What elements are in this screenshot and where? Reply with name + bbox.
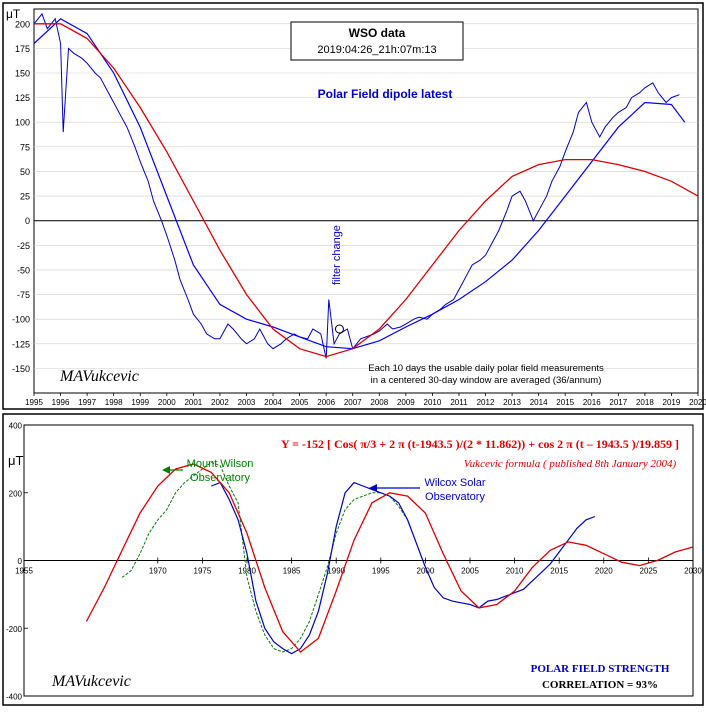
- bottom-y-tick-label: -200: [6, 625, 23, 634]
- bottom-x-ticks: 1955 1970 1975 1980 1985 1990 1995 2000 2005 2010…: [15, 557, 702, 576]
- bottom-y-tick-label: 400: [9, 422, 23, 431]
- filter-change-annotation: filter change: [331, 225, 343, 285]
- bottom-x-tick-label: 2010: [506, 567, 524, 576]
- top-series-label: Polar Field dipole latest: [318, 87, 453, 101]
- bottom-y-tick-label: 0: [18, 557, 23, 566]
- top-series-model: [34, 23, 699, 358]
- top-author-signature: MAVukcevic: [59, 368, 139, 385]
- bottom-x-tick-label: 2025: [640, 567, 658, 576]
- top-y-tick-label: 50: [20, 167, 30, 177]
- top-y-axis-label: μT: [6, 7, 21, 21]
- bottom-x-tick-label: 2030: [684, 567, 702, 576]
- bottom-x-tick-label: 1975: [194, 567, 212, 576]
- wilcox-arrowhead: [369, 484, 377, 492]
- top-x-tick-label: 2019: [663, 398, 681, 407]
- top-x-tick-label: 1995: [25, 398, 43, 407]
- top-x-tick-label: 2020: [689, 398, 706, 407]
- top-series-fit: [33, 18, 686, 350]
- title-box: [290, 21, 464, 61]
- top-x-tick-label: 2007: [344, 398, 362, 407]
- top-y-tick-label: 125: [15, 93, 30, 103]
- bottom-series-wilcox: [211, 481, 596, 655]
- bottom-author-signature: MAVukcevic: [51, 673, 131, 690]
- top-x-tick-label: 2012: [477, 398, 495, 407]
- top-x-tick-label: 2009: [397, 398, 415, 407]
- filter-change-marker: [334, 324, 344, 334]
- note-line-2: in a centered 30-day window are averaged…: [371, 375, 602, 386]
- top-x-tick-label: 1999: [131, 398, 149, 407]
- caption-polar-field: POLAR FIELD STRENGTH: [531, 663, 670, 675]
- bottom-x-tick-label: 2000: [417, 567, 435, 576]
- bottom-x-tick-label: 1970: [149, 567, 167, 576]
- top-x-tick-label: 2016: [583, 398, 601, 407]
- mount-wilson-label: Mount Wilson: [187, 458, 254, 470]
- top-panel: 200 175 150 125 100 75 50 25 0 -25 -50 -75 -100 -125 -…: [2, 2, 706, 410]
- bottom-y-tick-label: -400: [6, 693, 23, 702]
- bottom-series-mount-wilson: [121, 461, 426, 653]
- top-y-tick-label: -100: [12, 315, 30, 325]
- top-title: WSO data: [349, 26, 406, 40]
- formula-text: Y = -152 [ Cos( π/3 + 2 π (t-1943.5 )/(2…: [281, 437, 679, 451]
- top-y-tick-label: 25: [20, 192, 30, 202]
- top-x-tick-label: 2013: [503, 398, 521, 407]
- top-y-tick-label: -75: [17, 290, 30, 300]
- top-x-tick-label: 2008: [370, 398, 388, 407]
- top-x-tick-label: 2018: [636, 398, 654, 407]
- top-subtitle: 2019:04:26_21h:07m:13: [317, 44, 436, 56]
- top-x-tick-label: 2014: [530, 398, 548, 407]
- top-x-tick-label: 2004: [264, 398, 282, 407]
- top-y-tick-label: 0: [25, 216, 30, 226]
- top-x-tick-label: 2006: [317, 398, 335, 407]
- wilcox-label-2: Observatory: [425, 491, 485, 503]
- top-x-tick-label: 1996: [52, 398, 70, 407]
- formula-note: Vukcevic formula ( published 8th January…: [464, 458, 677, 470]
- bottom-x-tick-label: 1995: [372, 567, 390, 576]
- top-x-tick-label: 2010: [424, 398, 442, 407]
- bottom-x-tick-label: 2015: [550, 567, 568, 576]
- top-y-tick-label: 200: [15, 19, 30, 29]
- bottom-y-tick-label: 200: [9, 489, 23, 498]
- bottom-x-tick-label: 1980: [238, 567, 256, 576]
- top-y-tick-label: -50: [17, 265, 30, 275]
- top-x-tick-label: 2003: [238, 398, 256, 407]
- bottom-x-tick-label: 1955: [15, 567, 33, 576]
- top-x-tick-label: 2011: [450, 398, 468, 407]
- mount-wilson-arrowhead: [162, 466, 170, 474]
- top-y-ticks: 200 175 150 125 100 75 50 25 0 -25 -50 -75 -100 -125 -…: [12, 19, 30, 374]
- top-y-tick-label: 75: [20, 142, 30, 152]
- bottom-x-tick-label: 2020: [595, 567, 613, 576]
- top-series-measured: [33, 12, 680, 359]
- top-x-tick-label: 2002: [211, 398, 229, 407]
- top-y-tick-label: -25: [17, 241, 30, 251]
- top-x-tick-label: 2005: [291, 398, 309, 407]
- caption-correlation: CORRELATION = 93%: [542, 679, 658, 691]
- top-x-tick-label: 1997: [78, 398, 96, 407]
- wilcox-label: Wilcox Solar: [424, 477, 485, 489]
- top-x-tick-label: 2017: [609, 398, 627, 407]
- bottom-x-tick-label: 2005: [461, 567, 479, 576]
- top-y-tick-label: -150: [12, 364, 30, 374]
- top-x-tick-label: 1998: [105, 398, 123, 407]
- bottom-y-ticks: 400 200 0 -200 -400: [6, 422, 28, 702]
- top-y-tick-label: 150: [15, 69, 30, 79]
- bottom-y-axis-label: μT: [8, 453, 23, 468]
- top-plot-area: [33, 8, 699, 394]
- mount-wilson-label-2: Observatory: [190, 472, 250, 484]
- top-y-tick-label: 100: [15, 118, 30, 128]
- bottom-x-tick-label: 1985: [283, 567, 301, 576]
- top-x-ticks: 1995 1996 1997 1998 1999 2000 2001 2002 2003 2004…: [25, 393, 706, 407]
- bottom-x-tick-label: 1990: [327, 567, 345, 576]
- note-line-1: Each 10 days the usable daily polar fiel…: [368, 363, 604, 374]
- bottom-series-model: [85, 463, 694, 653]
- top-x-tick-label: 2001: [184, 398, 202, 407]
- top-x-tick-label: 2015: [556, 398, 574, 407]
- top-x-tick-label: 2000: [158, 398, 176, 407]
- top-y-tick-label: 175: [15, 44, 30, 54]
- top-y-tick-label: -125: [12, 339, 30, 349]
